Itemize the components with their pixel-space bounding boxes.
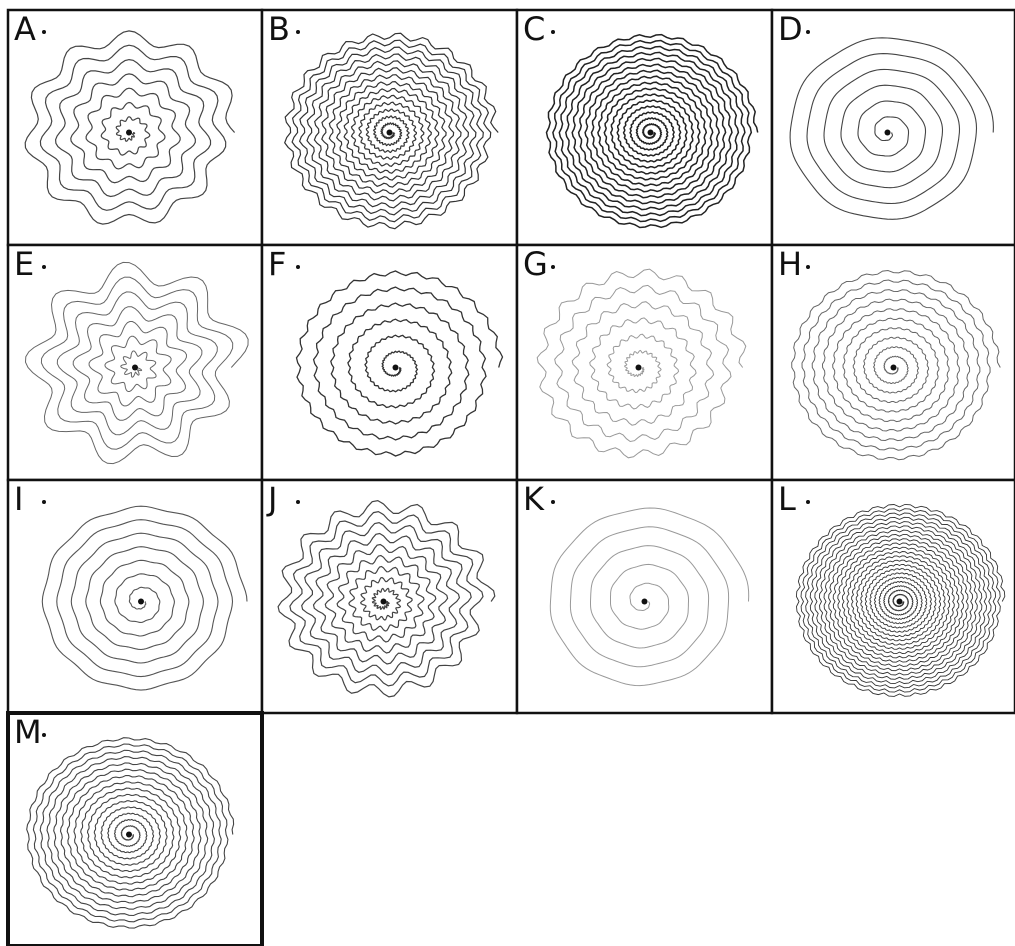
panel-label: B [268,10,290,48]
start-dot [42,30,46,34]
panel-border [515,243,774,482]
center-dot [126,831,132,838]
start-dot [42,733,46,737]
spiral [24,30,236,225]
panel-label: M [14,713,42,751]
panel: I [6,478,264,715]
center-dot [635,364,642,371]
center-dot [896,598,903,605]
start-dot [296,265,300,269]
start-dot [551,30,555,34]
panel-border [515,478,774,715]
panel: K [515,478,774,715]
center-dot [126,129,132,136]
start-dot [551,265,555,269]
panel-label: L [778,480,796,518]
panel-label: F [268,245,286,283]
panel-label: J [266,480,277,518]
center-dot [132,364,138,371]
panel-border [6,711,264,946]
panel: B [260,8,519,247]
panel: F [260,243,519,482]
start-dot [42,500,46,504]
spiral [26,737,235,929]
panel: G [515,243,774,482]
panel: L [770,478,1015,715]
panel: M [6,711,264,946]
panel-border [6,8,264,247]
spiral [789,37,994,220]
center-dot [380,598,387,605]
center-dot [884,129,891,136]
spiral [791,269,1001,461]
panel-label: E [14,245,34,283]
center-dot [647,129,654,136]
start-dot [806,30,810,34]
start-dot [42,265,46,269]
panel-label: C [523,10,545,48]
panel-border [770,8,1015,247]
panel-border [6,243,264,482]
start-dot [806,265,810,269]
panel-border [6,478,264,715]
panel: H [770,243,1015,482]
panel-label: D [778,10,803,48]
spiral [536,268,747,459]
center-dot [641,598,648,605]
panel-label: K [523,480,545,518]
panel-border [770,243,1015,482]
start-dot [551,500,555,504]
spiral [277,499,496,698]
panel: D [770,8,1015,247]
center-dot [890,364,897,371]
panel-label: H [778,245,802,283]
start-dot [296,30,300,34]
spiral [284,32,499,230]
panel-label: G [523,245,548,283]
panel: J [260,478,519,715]
panel-border [260,243,519,482]
panel: C [515,8,774,247]
spiral [545,33,759,229]
panel-border [770,478,1015,715]
center-dot [138,598,144,605]
spiral [41,505,248,691]
center-dot [392,364,399,371]
start-dot [296,500,300,504]
start-dot [806,500,810,504]
panel: E [6,243,264,482]
spiral [795,503,1006,697]
panel-border [260,478,519,715]
panel: A [6,8,264,247]
center-dot [386,129,393,136]
spiral [549,507,750,687]
spiral [24,261,249,465]
panel-label: A [14,10,36,48]
panel-label: I [14,480,23,518]
spiral [295,270,504,457]
